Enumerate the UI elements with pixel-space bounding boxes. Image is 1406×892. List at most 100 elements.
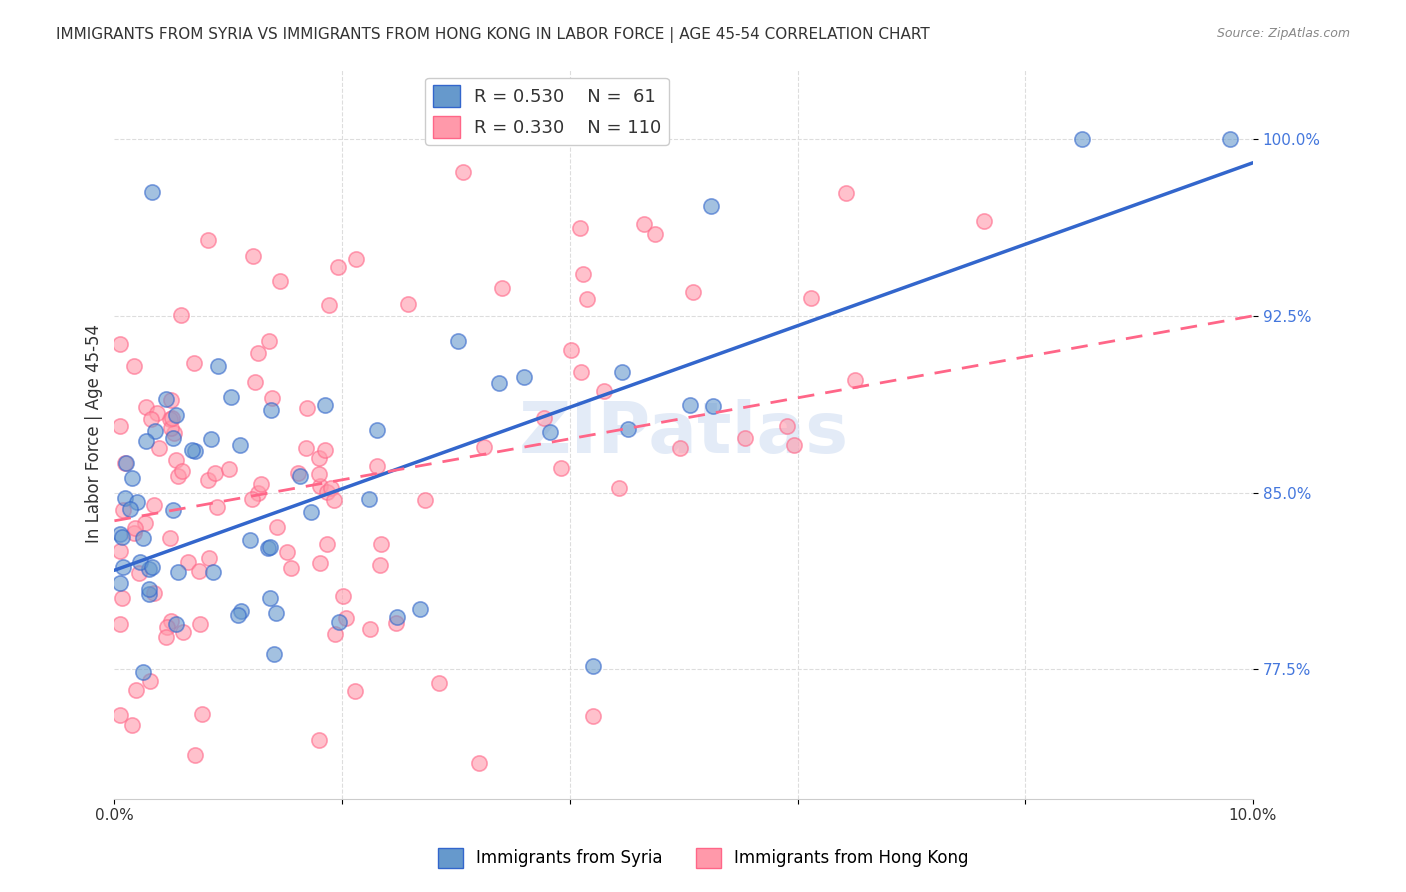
Point [172, 624, 194, 639]
Point [314, 442, 336, 457]
Point [325, 627, 347, 641]
Point [159, 531, 181, 545]
Point [560, 343, 582, 358]
Point [198, 551, 221, 566]
Point [138, 562, 160, 576]
Point [669, 441, 692, 455]
Point [122, 359, 145, 373]
Point [269, 274, 291, 288]
Point [257, 334, 280, 348]
Point [396, 297, 419, 311]
Point [359, 492, 381, 507]
Point [202, 565, 225, 579]
Point [344, 252, 367, 267]
Point [177, 555, 200, 569]
Point [155, 630, 177, 644]
Point [229, 438, 252, 452]
Point [550, 461, 572, 475]
Point [344, 683, 367, 698]
Point [782, 438, 804, 452]
Point [135, 400, 157, 414]
Point [644, 227, 666, 242]
Point [132, 665, 155, 680]
Point [125, 683, 148, 698]
Point [145, 406, 167, 420]
Point [582, 659, 605, 673]
Point [156, 620, 179, 634]
Point [427, 675, 450, 690]
Point [384, 615, 406, 630]
Point [834, 186, 856, 200]
Point [1071, 132, 1094, 146]
Point [142, 586, 165, 600]
Point [569, 221, 592, 235]
Point [124, 525, 146, 540]
Point [162, 503, 184, 517]
Point [128, 566, 150, 580]
Point [263, 647, 285, 661]
Point [314, 398, 336, 412]
Point [332, 589, 354, 603]
Point [108, 336, 131, 351]
Point [181, 442, 204, 457]
Point [184, 747, 207, 762]
Point [266, 520, 288, 534]
Point [159, 412, 181, 426]
Point [294, 441, 316, 455]
Point [288, 468, 311, 483]
Point [326, 260, 349, 274]
Point [315, 484, 337, 499]
Point [308, 732, 330, 747]
Point [238, 533, 260, 547]
Point [679, 399, 702, 413]
Point [120, 502, 142, 516]
Point [205, 500, 228, 514]
Point [159, 614, 181, 628]
Point [256, 541, 278, 556]
Point [124, 521, 146, 535]
Point [160, 411, 183, 425]
Point [115, 456, 138, 470]
Point [581, 709, 603, 723]
Point [226, 607, 249, 622]
Point [309, 556, 332, 570]
Point [141, 185, 163, 199]
Point [328, 615, 350, 630]
Point [132, 531, 155, 545]
Point [308, 467, 330, 481]
Point [129, 555, 152, 569]
Point [264, 606, 287, 620]
Point [700, 199, 723, 213]
Point [240, 492, 263, 507]
Point [370, 537, 392, 551]
Point [108, 419, 131, 434]
Point [110, 526, 132, 541]
Point [245, 375, 267, 389]
Point [359, 622, 381, 636]
Point [1219, 132, 1241, 146]
Point [155, 392, 177, 406]
Point [246, 346, 269, 360]
Point [108, 708, 131, 723]
Point [108, 544, 131, 558]
Point [682, 285, 704, 299]
Point [260, 403, 283, 417]
Point [612, 365, 634, 379]
Point [776, 419, 799, 434]
Y-axis label: In Labor Force | Age 45-54: In Labor Force | Age 45-54 [86, 324, 103, 543]
Point [702, 400, 724, 414]
Point [114, 456, 136, 470]
Point [111, 503, 134, 517]
Point [569, 365, 592, 379]
Point [323, 493, 346, 508]
Point [308, 451, 330, 466]
Point [163, 426, 186, 441]
Legend: R = 0.530    N =  61, R = 0.330    N = 110: R = 0.530 N = 61, R = 0.330 N = 110 [426, 78, 669, 145]
Point [121, 471, 143, 485]
Point [121, 718, 143, 732]
Point [197, 233, 219, 247]
Legend: Immigrants from Syria, Immigrants from Hong Kong: Immigrants from Syria, Immigrants from H… [430, 841, 976, 875]
Point [166, 616, 188, 631]
Point [617, 422, 640, 436]
Point [319, 481, 342, 495]
